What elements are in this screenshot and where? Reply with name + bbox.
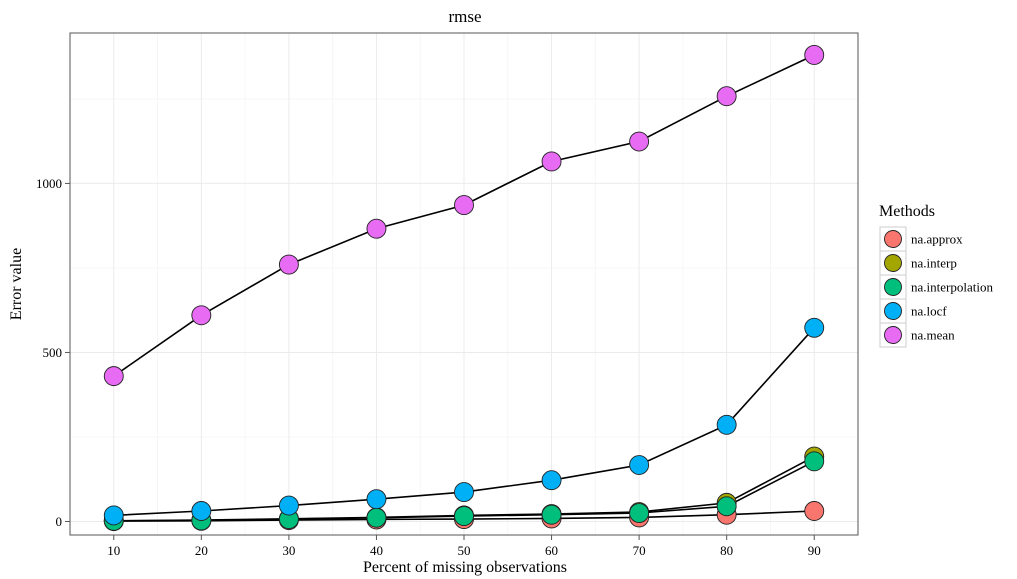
data-point-na-mean bbox=[629, 131, 650, 152]
y-tick-label: 500 bbox=[43, 345, 63, 360]
data-point-na-interpolation bbox=[629, 503, 650, 523]
legend-items: na.approx na.interp na.interpolation na.loc… bbox=[879, 226, 993, 348]
data-point-na-mean bbox=[541, 151, 562, 172]
series-points bbox=[103, 45, 825, 532]
y-axis: 0 500 1000 bbox=[36, 176, 70, 529]
data-point-na-locf bbox=[629, 455, 650, 475]
x-tick-label: 70 bbox=[633, 543, 646, 558]
data-point-na-locf bbox=[804, 317, 825, 338]
x-axis: 10 20 30 40 50 60 70 80 90 bbox=[107, 535, 821, 558]
y-tick-label: 1000 bbox=[36, 176, 62, 191]
legend-key-na-interpolation bbox=[884, 278, 902, 296]
data-point-na-mean bbox=[454, 195, 474, 216]
data-point-na-locf bbox=[541, 470, 562, 491]
y-axis-title: Error value bbox=[8, 248, 25, 320]
x-tick-label: 50 bbox=[458, 543, 471, 558]
legend-key-na-approx bbox=[884, 230, 902, 248]
data-point-na-locf bbox=[366, 489, 387, 510]
legend-label: na.approx bbox=[911, 232, 963, 247]
legend-key-na-locf bbox=[884, 302, 902, 320]
x-axis-title: Percent of missing observations bbox=[363, 559, 567, 576]
data-point-na-interpolation bbox=[366, 507, 387, 528]
legend-label: na.locf bbox=[911, 304, 947, 319]
x-tick-label: 80 bbox=[720, 543, 733, 558]
grid bbox=[70, 33, 858, 535]
y-tick-label: 0 bbox=[56, 514, 63, 529]
data-point-na-interpolation bbox=[541, 504, 562, 525]
data-point-na-mean bbox=[804, 45, 825, 65]
data-point-na-mean bbox=[191, 305, 212, 326]
x-tick-label: 30 bbox=[282, 543, 295, 558]
data-point-na-approx bbox=[804, 501, 825, 521]
data-point-na-interpolation bbox=[804, 451, 825, 472]
data-point-na-locf bbox=[716, 414, 737, 435]
legend-label: na.interpolation bbox=[911, 280, 993, 295]
data-point-na-mean bbox=[716, 86, 737, 107]
data-point-na-interpolation bbox=[454, 506, 474, 527]
x-tick-label: 90 bbox=[808, 543, 821, 558]
legend-label: na.interp bbox=[911, 256, 957, 271]
x-tick-label: 10 bbox=[107, 543, 120, 558]
data-point-na-mean bbox=[103, 366, 124, 387]
legend-key-na-mean bbox=[884, 326, 902, 344]
legend: Methods na.approx na.interp na.interpolati… bbox=[879, 203, 993, 348]
data-point-na-mean bbox=[366, 218, 387, 239]
data-point-na-interpolation bbox=[716, 496, 737, 517]
x-tick-label: 40 bbox=[370, 543, 383, 558]
x-tick-label: 60 bbox=[545, 543, 558, 558]
x-tick-label: 20 bbox=[195, 543, 208, 558]
data-point-na-locf bbox=[103, 505, 124, 526]
data-point-na-mean bbox=[278, 254, 299, 275]
data-point-na-locf bbox=[191, 501, 212, 521]
legend-key-na-interp bbox=[884, 254, 902, 272]
data-point-na-locf bbox=[278, 495, 299, 516]
legend-title: Methods bbox=[879, 203, 935, 220]
legend-label: na.mean bbox=[911, 328, 955, 343]
chart-title: rmse bbox=[448, 7, 481, 26]
data-point-na-locf bbox=[454, 482, 474, 503]
